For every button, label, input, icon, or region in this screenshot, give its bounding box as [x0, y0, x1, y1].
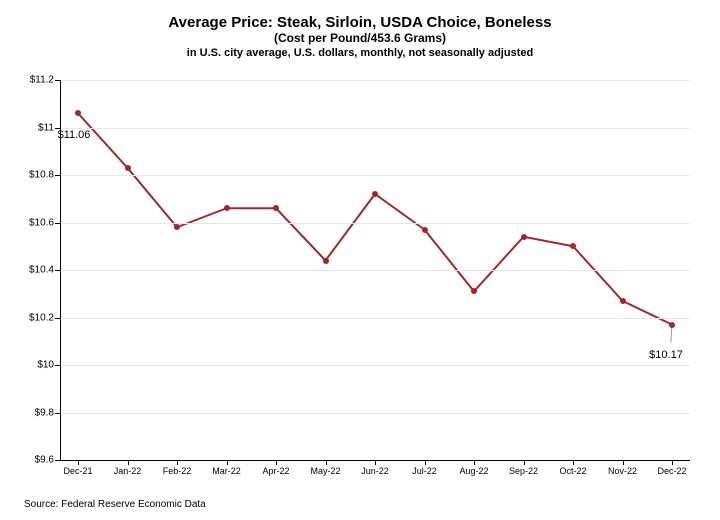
plot-area: $9.6$9.8$10$10.2$10.4$10.6$10.8$11$11.2D…	[60, 80, 690, 460]
data-callout: $11.06	[58, 129, 91, 141]
chart-subtitle-2: in U.S. city average, U.S. dollars, mont…	[0, 47, 720, 59]
x-tick-label: Dec-22	[657, 460, 686, 476]
chart-subtitle-1: (Cost per Pound/453.6 Grams)	[0, 31, 720, 45]
data-point	[620, 298, 626, 304]
x-tick-label: Sep-22	[509, 460, 538, 476]
x-tick-label: Feb-22	[163, 460, 192, 476]
data-point	[422, 227, 428, 233]
data-point	[125, 165, 131, 171]
x-tick-label: Mar-22	[212, 460, 241, 476]
data-point	[273, 205, 279, 211]
y-tick-label: $10.6	[29, 217, 60, 228]
gridline-h	[60, 270, 690, 271]
gridline-h	[60, 128, 690, 129]
x-tick-label: Jun-22	[361, 460, 389, 476]
x-tick-label: Jan-22	[114, 460, 142, 476]
gridline-h	[60, 223, 690, 224]
x-tick-label: Apr-22	[262, 460, 289, 476]
series-line	[78, 113, 672, 324]
data-point	[471, 288, 477, 294]
y-tick-label: $9.8	[35, 407, 60, 418]
data-point	[75, 110, 81, 116]
data-point	[174, 224, 180, 230]
x-tick-label: Dec-21	[63, 460, 92, 476]
x-tick-label: Aug-22	[459, 460, 488, 476]
x-tick-label: Nov-22	[608, 460, 637, 476]
gridline-h	[60, 365, 690, 366]
y-tick-label: $10.8	[29, 170, 60, 181]
chart-title: Average Price: Steak, Sirloin, USDA Choi…	[0, 14, 720, 31]
chart-titles: Average Price: Steak, Sirloin, USDA Choi…	[0, 0, 720, 59]
y-tick-label: $11.2	[30, 75, 60, 86]
source-attribution: Source: Federal Reserve Economic Data	[24, 499, 206, 510]
gridline-h	[60, 413, 690, 414]
y-tick-label: $10	[37, 360, 60, 371]
x-tick-label: May-22	[310, 460, 340, 476]
data-callout: $10.17	[649, 349, 683, 361]
y-tick-label: $9.6	[35, 455, 60, 466]
gridline-h	[60, 80, 690, 81]
x-tick-label: Jul-22	[412, 460, 437, 476]
y-tick-label: $10.2	[29, 312, 60, 323]
gridline-h	[60, 175, 690, 176]
data-point	[372, 191, 378, 197]
data-point	[570, 243, 576, 249]
y-tick-label: $10.4	[29, 265, 60, 276]
data-point	[323, 258, 329, 264]
gridline-h	[60, 318, 690, 319]
data-point	[521, 234, 527, 240]
x-tick-label: Oct-22	[559, 460, 586, 476]
data-point	[669, 322, 675, 328]
chart-container: Average Price: Steak, Sirloin, USDA Choi…	[0, 0, 720, 520]
data-point	[224, 205, 230, 211]
